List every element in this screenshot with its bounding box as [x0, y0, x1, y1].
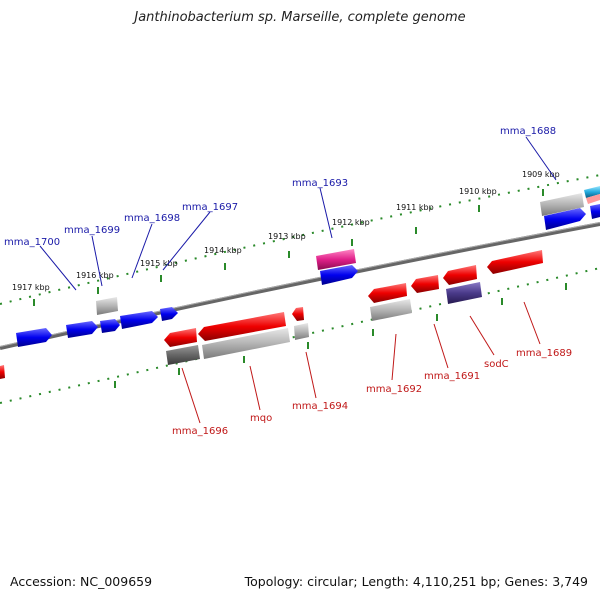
- gene-label[interactable]: mma_1699: [64, 225, 120, 236]
- gene-box[interactable]: [540, 193, 584, 216]
- gene-label[interactable]: mma_1700: [4, 237, 60, 248]
- accession-text: Accession: NC_009659: [10, 574, 153, 589]
- gene-arrow[interactable]: [160, 307, 178, 321]
- gene-arrow[interactable]: [368, 283, 407, 303]
- reverse-gene-labels: mma_1696 mqo mma_1694 mma_1692 mma_1691 …: [172, 348, 572, 437]
- gene-box[interactable]: [202, 328, 290, 359]
- gene-label[interactable]: mma_1691: [424, 371, 480, 382]
- gene-box[interactable]: [370, 299, 412, 321]
- gene-box[interactable]: [166, 345, 200, 365]
- kbp-labels: 1917 kbp 1916 kbp 1915 kbp 1914 kbp 1913…: [12, 170, 560, 292]
- gene-label[interactable]: mma_1692: [366, 384, 422, 395]
- forward-label-leaders: [39, 136, 557, 291]
- gene-arrow[interactable]: [320, 265, 358, 285]
- gene-box[interactable]: [294, 323, 309, 340]
- gene-arrow[interactable]: [16, 328, 52, 347]
- forward-genes: [16, 186, 600, 347]
- gene-label[interactable]: mma_1696: [172, 426, 228, 437]
- genome-summary-text: Topology: circular; Length: 4,110,251 bp…: [244, 574, 588, 589]
- gene-arrow[interactable]: [292, 307, 304, 321]
- gene-arrow[interactable]: [590, 204, 600, 219]
- kbp-label: 1915 kbp: [140, 259, 178, 268]
- kbp-label: 1909 kbp: [522, 170, 560, 179]
- gene-arrow[interactable]: [100, 319, 120, 333]
- gene-label[interactable]: mqo: [250, 413, 272, 424]
- kbp-label: 1917 kbp: [12, 283, 50, 292]
- map-title: Janthinobacterium sp. Marseille, complet…: [134, 10, 466, 25]
- reverse-label-leaders: [181, 301, 541, 424]
- gene-arrow[interactable]: [411, 275, 439, 293]
- gene-box[interactable]: [584, 186, 600, 198]
- forward-major-ticks: [33, 189, 544, 306]
- gene-arrow[interactable]: [487, 250, 543, 274]
- gene-label[interactable]: sodC: [484, 359, 509, 370]
- forward-gene-labels: mma_1700 mma_1699 mma_1698 mma_1697 mma_…: [4, 126, 556, 248]
- gene-label[interactable]: mma_1698: [124, 213, 180, 224]
- kbp-label: 1914 kbp: [204, 246, 242, 255]
- gene-box[interactable]: [446, 282, 482, 304]
- gene-label[interactable]: mma_1694: [292, 401, 348, 412]
- forward-tick-track: [0, 174, 600, 305]
- gene-arrow[interactable]: [0, 365, 5, 379]
- gene-box[interactable]: [316, 249, 356, 270]
- reverse-genes: [0, 250, 543, 379]
- gene-arrow[interactable]: [198, 312, 286, 341]
- kbp-label: 1916 kbp: [76, 271, 114, 280]
- gene-arrow[interactable]: [66, 321, 98, 338]
- kbp-label: 1911 kbp: [396, 203, 434, 212]
- gene-label[interactable]: mma_1689: [516, 348, 572, 359]
- kbp-label: 1913 kbp: [268, 232, 306, 241]
- gene-arrow[interactable]: [544, 208, 586, 230]
- gene-box[interactable]: [96, 297, 118, 315]
- gene-arrow[interactable]: [164, 328, 197, 347]
- gene-label[interactable]: mma_1688: [500, 126, 556, 137]
- kbp-label: 1910 kbp: [459, 187, 497, 196]
- gene-box[interactable]: [586, 194, 600, 204]
- gene-arrow[interactable]: [443, 265, 477, 285]
- gene-arrow[interactable]: [120, 311, 158, 329]
- reverse-major-ticks: [114, 283, 567, 388]
- gene-label[interactable]: mma_1697: [182, 202, 238, 213]
- kbp-label: 1912 kbp: [332, 218, 370, 227]
- gene-label[interactable]: mma_1693: [292, 178, 348, 189]
